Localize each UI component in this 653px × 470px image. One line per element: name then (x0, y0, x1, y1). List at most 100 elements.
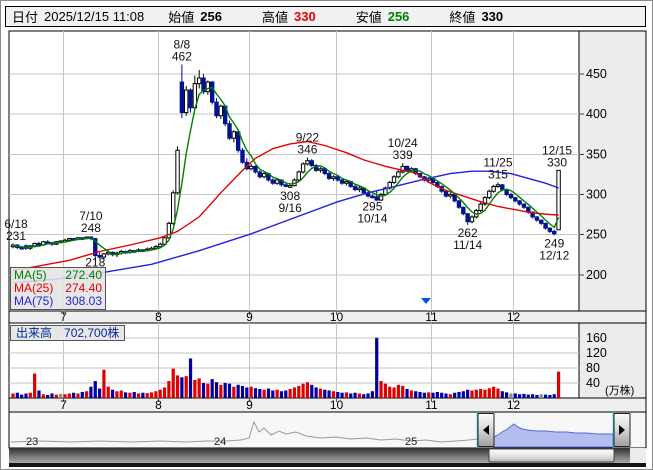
volume-bar (132, 391, 136, 398)
volume-bar (496, 388, 500, 398)
candle-body (378, 193, 384, 201)
volume-bar (128, 392, 132, 398)
month-label: 8 (155, 398, 162, 412)
volume-bar (11, 393, 15, 398)
ma75-label: MA(75) (14, 294, 54, 308)
volume-bar (206, 383, 210, 398)
nav-left-arrow-button[interactable] (477, 413, 495, 447)
volume-bar (266, 388, 271, 398)
volume-bar (158, 389, 162, 398)
volume-bar (349, 393, 353, 398)
candle-body (513, 197, 518, 202)
volume-bar (318, 388, 323, 398)
volume-bar (284, 390, 288, 398)
scrollbar-thumb[interactable] (488, 448, 615, 463)
candle-body (461, 206, 466, 215)
volume-bar (119, 390, 123, 398)
volume-label: 出来高 (16, 326, 53, 340)
candle-body (465, 213, 470, 223)
close-label: 終値 (449, 10, 476, 25)
candle-body (517, 200, 522, 205)
candle-body (335, 176, 340, 181)
candle-body (67, 238, 72, 241)
candle-body (391, 176, 397, 183)
candle-body (357, 187, 362, 191)
volume-bar (388, 386, 392, 398)
annotation-text: 6/18 (4, 217, 28, 231)
close-value: 330 (481, 9, 504, 24)
volume-bar (500, 391, 504, 398)
candle-body (218, 105, 224, 117)
volume-value: 702,700株 (64, 326, 120, 340)
month-label: 8 (155, 310, 162, 324)
volume-bar (271, 390, 275, 398)
candle-body (196, 77, 202, 85)
scrollbar-track[interactable] (9, 448, 630, 463)
volume-bar (327, 390, 331, 398)
ma5-legend-row: MA(5) 272.40 (14, 269, 102, 282)
volume-bar (145, 393, 149, 398)
volume-bar (188, 358, 193, 398)
ohlc-header-bar: 日付 2025/12/15 11:08 始値 256 高値 330 安値 256… (5, 6, 646, 27)
volume-bars (11, 337, 561, 398)
volume-bar (141, 392, 145, 398)
month-label: 12 (507, 398, 521, 412)
volume-bar (232, 386, 236, 398)
right-arrow-icon (619, 425, 625, 435)
candle-body (309, 160, 314, 167)
candle-body (184, 89, 189, 114)
month-label: 10 (330, 310, 344, 324)
month-label: 7 (60, 398, 67, 412)
volume-bar (54, 394, 58, 398)
candle-body (508, 193, 514, 199)
volume-bar (33, 373, 37, 398)
volume-bar (401, 385, 405, 398)
volume-bar (227, 383, 232, 398)
low-label: 安値 (355, 10, 382, 25)
volume-bar (414, 391, 418, 398)
scrollbar-corner (630, 448, 646, 463)
volume-bar (375, 337, 379, 398)
volume-bar (123, 392, 128, 398)
volume-bar (405, 388, 409, 398)
candle-body (478, 203, 483, 212)
volume-bar (513, 393, 517, 398)
annotation-text: 249 (544, 236, 564, 250)
candle-body (209, 81, 215, 103)
high-value: 330 (294, 9, 316, 24)
volume-bar (492, 386, 496, 398)
volume-bar (154, 391, 158, 398)
volume-bar (552, 394, 556, 398)
month-label: 7 (60, 310, 67, 324)
nav-right-arrow-button[interactable] (613, 413, 631, 447)
candle-body (339, 179, 345, 184)
volume-bar (98, 388, 102, 398)
nav-year-label: 23 (26, 436, 38, 448)
candle-body (521, 203, 527, 208)
candle-body (214, 101, 219, 117)
candle-body (296, 171, 301, 181)
volume-bar (223, 382, 227, 398)
candle-body (556, 169, 561, 231)
price-tick-label: 250 (586, 228, 607, 242)
volume-bar (448, 394, 452, 398)
candle-body (400, 165, 405, 173)
volume-bar (331, 391, 336, 398)
annotation-text: 308 (280, 189, 300, 203)
candle-body (36, 242, 42, 246)
volume-bar (539, 394, 543, 398)
ma5-value: 272.40 (65, 268, 102, 282)
candle-body (552, 230, 557, 235)
month-label: 11 (425, 398, 438, 412)
annotation-text: 9/22 (296, 131, 320, 145)
volume-legend: 出来高 702,700株 (10, 325, 126, 341)
volume-bar (72, 392, 76, 398)
nav-selection-area[interactable] (493, 423, 614, 448)
navigator: 23 24 25 (10, 411, 631, 448)
volume-bar (149, 392, 154, 398)
volume-bar (535, 394, 539, 398)
volume-bar (461, 391, 465, 398)
volume-bar (24, 393, 28, 398)
volume-tick-label: 120 (586, 346, 607, 360)
volume-bar (548, 394, 552, 398)
